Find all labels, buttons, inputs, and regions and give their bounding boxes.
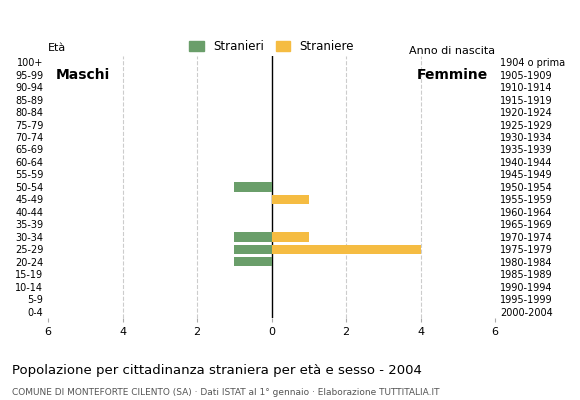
Bar bbox=[234, 245, 271, 254]
Bar bbox=[234, 232, 271, 242]
Text: Età: Età bbox=[48, 44, 67, 54]
Bar bbox=[234, 182, 271, 192]
Text: Anno di nascita: Anno di nascita bbox=[409, 46, 495, 56]
Text: Maschi: Maschi bbox=[56, 68, 110, 82]
Text: Popolazione per cittadinanza straniera per età e sesso - 2004: Popolazione per cittadinanza straniera p… bbox=[12, 364, 422, 377]
Legend: Stranieri, Straniere: Stranieri, Straniere bbox=[184, 36, 358, 58]
Bar bbox=[271, 232, 309, 242]
Bar bbox=[234, 257, 271, 266]
Text: COMUNE DI MONTEFORTE CILENTO (SA) · Dati ISTAT al 1° gennaio · Elaborazione TUTT: COMUNE DI MONTEFORTE CILENTO (SA) · Dati… bbox=[12, 388, 439, 397]
Bar bbox=[271, 195, 309, 204]
Text: Femmine: Femmine bbox=[416, 68, 488, 82]
Bar bbox=[271, 245, 420, 254]
